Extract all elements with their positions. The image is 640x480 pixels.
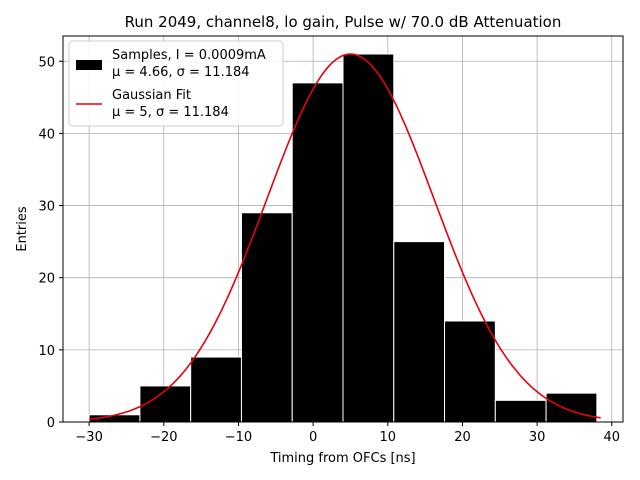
- histogram-bar: [240, 212, 293, 423]
- y-tick-label: 20: [38, 272, 55, 287]
- legend-swatch-samples: [76, 60, 102, 70]
- histogram-bar: [139, 385, 192, 423]
- x-tick-label: 10: [380, 430, 397, 445]
- y-tick-label: 0: [47, 416, 55, 431]
- histogram-bar: [291, 82, 344, 423]
- legend-samples-line1: Samples, I = 0.0009mA: [112, 48, 266, 63]
- x-tick-label: −20: [150, 430, 177, 445]
- y-axis-ticks: 0 10 20 30 40 50: [38, 55, 63, 431]
- x-tick-label: 0: [309, 430, 317, 445]
- histogram-bar: [444, 320, 496, 423]
- x-tick-label: −30: [75, 430, 102, 445]
- x-axis-ticks: −30 −20 −10 0 10 20 30 40: [75, 422, 620, 445]
- x-tick-label: 20: [454, 430, 471, 445]
- histogram-bar: [494, 399, 547, 423]
- legend-box: [68, 40, 284, 127]
- histogram-bar: [342, 53, 395, 423]
- y-tick-label: 10: [38, 344, 55, 359]
- histogram-bars: [88, 53, 598, 423]
- histogram-bar: [190, 356, 242, 423]
- x-tick-label: 40: [604, 430, 621, 445]
- legend-samples-line2: μ = 4.66, σ = 11.184: [112, 65, 250, 80]
- gaussian-fit: [89, 53, 601, 421]
- chart-title: Run 2049, channel8, lo gain, Pulse w/ 70…: [125, 13, 562, 31]
- histogram-bar: [393, 241, 446, 423]
- x-axis-label: Timing from OFCs [ns]: [269, 451, 415, 466]
- y-tick-label: 40: [38, 127, 55, 142]
- gaussian-fit-line: [89, 53, 601, 421]
- x-tick-label: −10: [225, 430, 252, 445]
- plot-frame: [62, 35, 624, 423]
- legend-fit-line1: Gaussian Fit: [112, 88, 191, 103]
- y-tick-label: 50: [38, 55, 55, 70]
- y-tick-label: 30: [38, 200, 55, 215]
- legend-fit-line2: μ = 5, σ = 11.184: [112, 105, 229, 120]
- y-axis-label: Entries: [15, 206, 30, 252]
- histogram-bar: [545, 392, 598, 423]
- x-tick-label: 30: [529, 430, 546, 445]
- legend: Samples, I = 0.0009mA μ = 4.66, σ = 11.1…: [68, 40, 284, 127]
